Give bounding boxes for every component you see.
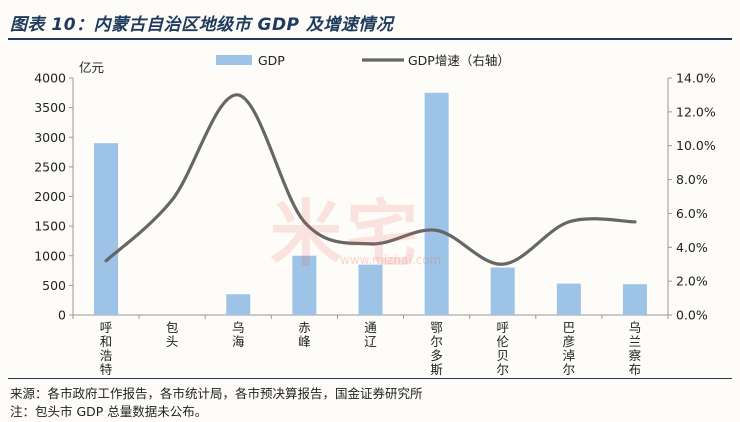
gdp-growth-line (104, 93, 637, 266)
y-right-tick-label: 8.0% (676, 172, 708, 187)
x-tick-label: 赤峰 (298, 320, 311, 349)
y-right-tick-label: 14.0% (676, 71, 716, 86)
gdp-bar (358, 264, 383, 315)
gdp-bar (556, 283, 581, 315)
footnote: 注：包头市 GDP 总量数据未公布。 (10, 404, 208, 419)
chart-title: 图表 10：内蒙古自治区地级市 GDP 及增速情况 (10, 15, 394, 35)
watermark-url: www.mizhai.com (340, 253, 442, 267)
y-right-tick-label: 6.0% (676, 206, 708, 221)
gdp-bar (94, 143, 119, 315)
y-right-tick-label: 12.0% (676, 104, 716, 119)
y-right-tick-label: 0.0% (676, 308, 708, 323)
y-left-tick-label: 3500 (34, 100, 66, 115)
gdp-bar (424, 92, 449, 315)
y-left-tick-label: 0 (58, 308, 66, 323)
source-note: 来源：各市政府工作报告，各市统计局，各市预决算报告，国金证券研究所 (10, 386, 423, 401)
gdp-bar (622, 284, 647, 315)
x-tick-label: 通辽 (364, 320, 377, 349)
y-left-unit-label: 亿元 (79, 60, 104, 75)
x-tick-label: 包头 (166, 320, 179, 349)
x-tick-label: 巴彦淖尔 (563, 320, 576, 377)
y-right-tick-label: 10.0% (676, 138, 716, 153)
x-tick-label: 乌兰察布 (629, 320, 642, 377)
x-tick-label: 呼伦贝尔 (496, 320, 509, 377)
legend-swatch-gdp (216, 55, 252, 65)
gdp-bar (226, 294, 251, 315)
x-tick-label: 呼和浩特 (100, 320, 113, 377)
x-tick-label: 乌海 (232, 320, 245, 349)
y-left-tick-label: 500 (42, 278, 66, 293)
watermark-brand: 米宅 (270, 192, 423, 276)
legend-label-gdp: GDP (258, 53, 285, 68)
y-left-tick-label: 2500 (34, 159, 66, 174)
gdp-bar (292, 255, 317, 315)
x-tick-label: 鄂尔多斯 (430, 320, 443, 377)
gdp-bar (490, 267, 515, 315)
y-right-tick-label: 4.0% (676, 240, 708, 255)
footer-divider (8, 378, 732, 379)
legend-label-growth: GDP增速（右轴） (408, 53, 510, 68)
title-divider (8, 38, 732, 40)
y-left-tick-label: 4000 (34, 71, 66, 86)
y-left-tick-label: 1000 (34, 248, 66, 263)
y-left-tick-label: 2000 (34, 189, 66, 204)
chart: 0 500 1000 1500 2000 2500 3000 3500 4000 0.0% 2.0%… (34, 53, 716, 377)
y-left-tick-label: 3000 (34, 130, 66, 145)
y-right-tick-label: 2.0% (676, 274, 708, 289)
y-left-tick-label: 1500 (34, 219, 66, 234)
